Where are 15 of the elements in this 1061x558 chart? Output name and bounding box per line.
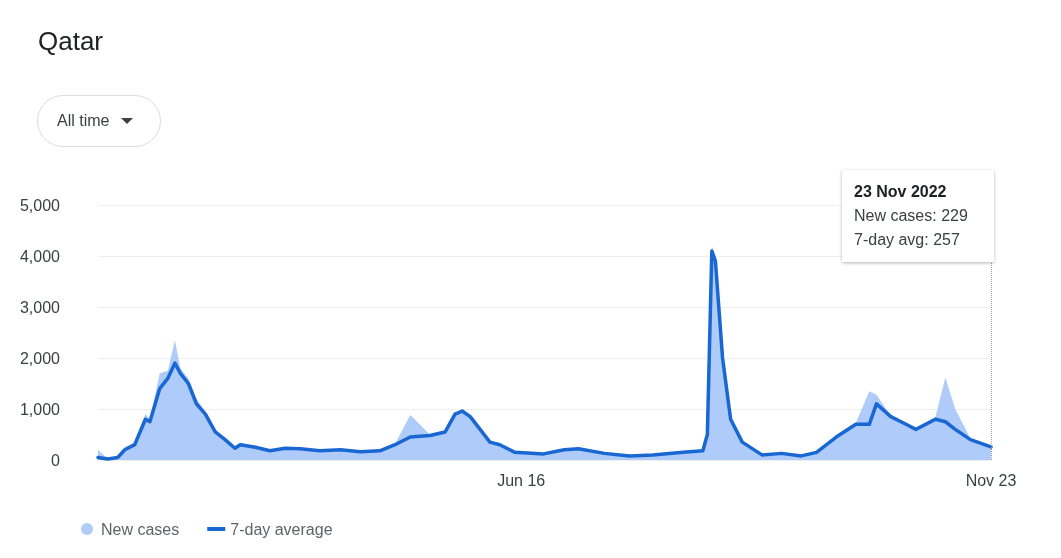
time-range-dropdown: All time [37,95,161,147]
y-tick-label: 1,000 [19,400,61,418]
legend-label: 7-day average [230,520,333,538]
y-tick-label: 5,000 [19,196,61,214]
y-tick-label: 0 [51,451,61,469]
x-tick-label: Jun 16 [497,471,546,489]
y-tick-label: 2,000 [19,349,61,367]
chart-title: Qatar [38,26,104,57]
legend-label: New cases [101,520,180,538]
annotation: New cases: 229 [854,206,969,226]
x-tick-label: Nov 23 [965,471,1017,489]
y-tick-label: 4,000 [19,247,61,265]
hover-tooltip: 23 Nov 2022 New cases: 229 7-day avg: 257 [842,170,994,262]
annotation: 7-day avg: 257 [854,230,961,250]
y-tick-label: 3,000 [19,298,61,316]
